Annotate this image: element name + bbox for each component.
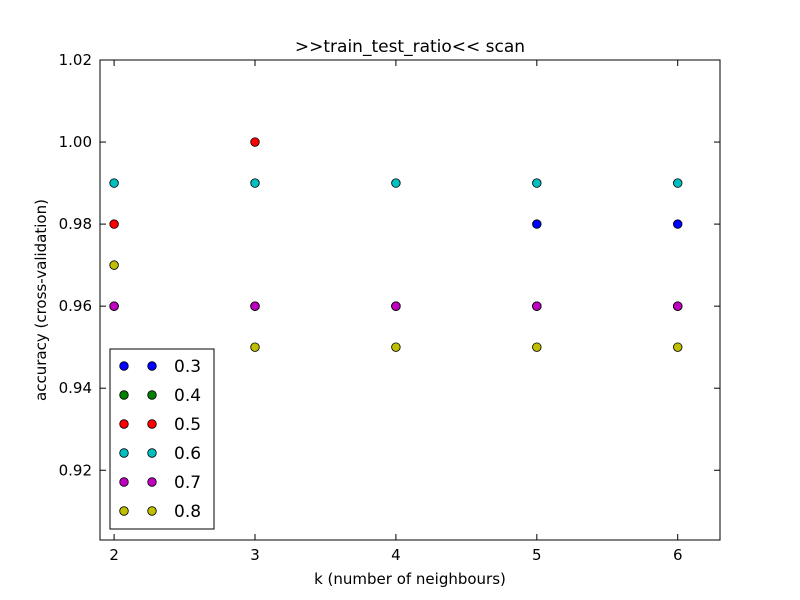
legend-marker xyxy=(147,361,157,371)
legend-label: 0.5 xyxy=(174,415,201,435)
x-axis-ticks: 2 3 4 5 6 xyxy=(109,60,683,564)
data-point-series-0.6 xyxy=(532,178,542,188)
y-tick-label: 0.94 xyxy=(59,379,92,397)
legend-marker xyxy=(119,477,129,487)
y-tick-label: 0.98 xyxy=(59,215,92,233)
data-point-series-0.8 xyxy=(532,342,542,352)
y-tick-label: 0.92 xyxy=(59,461,92,479)
data-point-series-0.7 xyxy=(532,301,542,311)
y-axis-ticks: 0.92 0.94 0.96 0.98 1.00 1.02 xyxy=(59,51,720,479)
y-tick-label: 0.96 xyxy=(59,297,92,315)
chart-title: >>train_test_ratio<< scan xyxy=(295,37,525,57)
y-tick-label: 1.00 xyxy=(59,133,92,151)
data-point-series-0.8 xyxy=(109,260,119,270)
legend-marker xyxy=(147,506,157,516)
y-axis-label: accuracy (cross-validation) xyxy=(32,199,50,401)
legend-marker xyxy=(119,419,129,429)
data-point-series-0.7 xyxy=(673,301,683,311)
legend-marker xyxy=(147,419,157,429)
legend-label: 0.6 xyxy=(174,444,201,464)
x-tick-label: 5 xyxy=(532,546,542,564)
legend-marker xyxy=(119,390,129,400)
data-point-series-0.7 xyxy=(109,301,119,311)
legend-box xyxy=(109,348,215,530)
legend-marker xyxy=(147,477,157,487)
data-point-series-0.3 xyxy=(532,219,542,229)
data-point-series-0.8 xyxy=(250,342,260,352)
x-tick-label: 6 xyxy=(673,546,683,564)
legend-marker xyxy=(119,506,129,516)
legend-marker xyxy=(147,390,157,400)
data-point-series-0.6 xyxy=(109,178,119,188)
data-point-series-0.8 xyxy=(673,342,683,352)
x-tick-label: 3 xyxy=(250,546,260,564)
data-point-series-0.7 xyxy=(250,301,260,311)
data-point-series-0.6 xyxy=(250,178,260,188)
legend-label: 0.7 xyxy=(174,473,201,493)
data-point-series-0.5 xyxy=(109,219,119,229)
data-point-series-0.6 xyxy=(391,178,401,188)
data-point-series-0.5 xyxy=(250,137,260,147)
x-tick-label: 4 xyxy=(391,546,401,564)
x-axis-label: k (number of neighbours) xyxy=(314,570,506,588)
data-points xyxy=(109,137,683,352)
data-point-series-0.6 xyxy=(673,178,683,188)
legend-marker xyxy=(147,448,157,458)
legend-marker xyxy=(119,448,129,458)
legend: 0.3 0.4 0.5 0.6 0.7 0.8 xyxy=(109,348,215,530)
legend-label: 0.3 xyxy=(174,357,201,377)
data-point-series-0.7 xyxy=(391,301,401,311)
legend-marker xyxy=(119,361,129,371)
data-point-series-0.8 xyxy=(391,342,401,352)
x-tick-label: 2 xyxy=(109,546,119,564)
legend-label: 0.8 xyxy=(174,502,201,522)
data-point-series-0.3 xyxy=(673,219,683,229)
legend-label: 0.4 xyxy=(174,386,201,406)
y-tick-label: 1.02 xyxy=(59,51,92,69)
